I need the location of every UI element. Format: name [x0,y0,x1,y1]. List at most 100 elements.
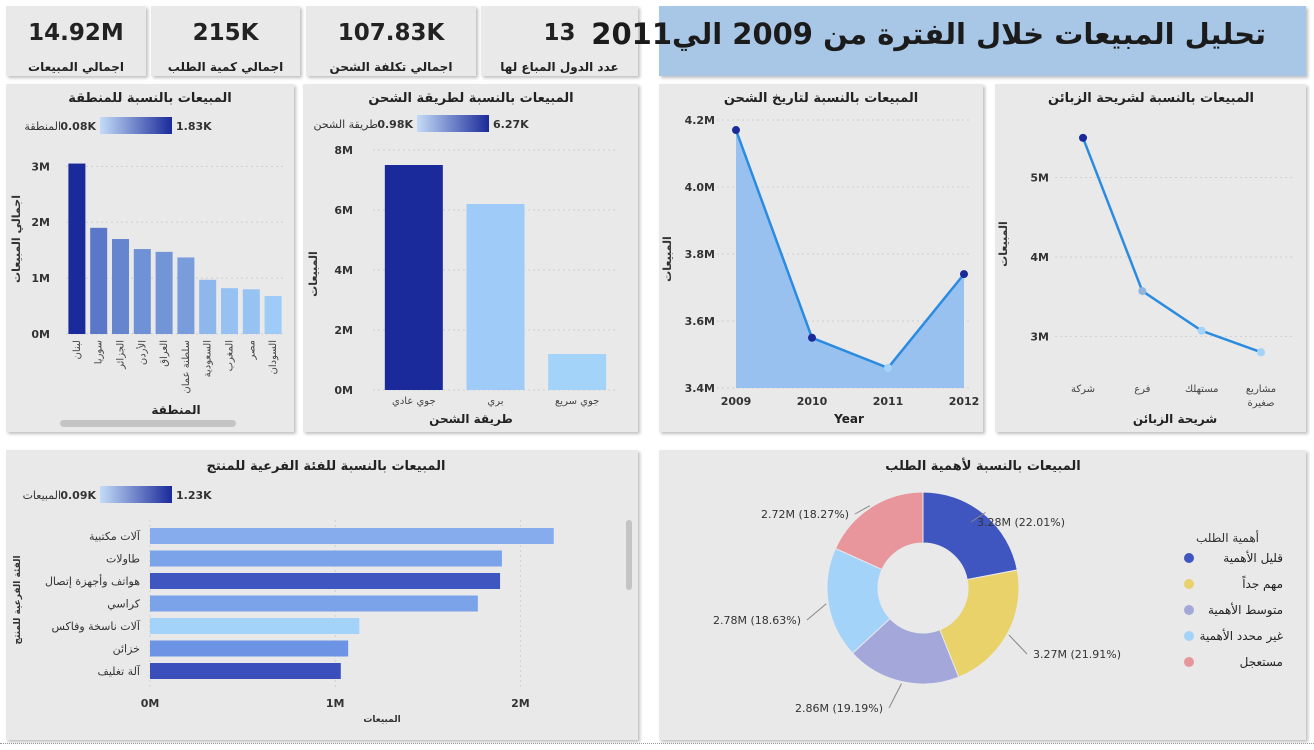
data-point [1138,287,1147,296]
ship-date-area-chart: المبيعات بالنسبة لتاريخ الشحن 3.4M 3.6M 3.8… [661,91,980,426]
data-point [960,270,968,279]
kpi-value: 215K [192,20,259,46]
panel-shipping-chart[interactable]: المبيعات بالنسبة لطريقة الشحن طريقة الشحن… [303,84,638,432]
bar [133,249,151,334]
vertical-scrollbar[interactable] [626,520,632,590]
panel-subcategory-chart[interactable]: المبيعات بالنسبة للفئة الفرعية للمنتج الم… [6,450,638,740]
bar [150,573,501,589]
bar [150,618,360,634]
x-tick-label: الجزائر [116,340,127,370]
chart-title: المبيعات بالنسبة لطريقة الشحن [368,91,573,106]
legend-item-label: غير محدد الأهمية [1200,628,1283,644]
legend-marker [1184,579,1194,589]
x-tick-label: بري [487,396,503,407]
y-tick-label: 8M [334,144,353,157]
y-axis-label: المبيعات [307,251,320,297]
panel-ship-date-chart[interactable]: المبيعات بالنسبة لتاريخ الشحن 3.4M 3.6M 3.8… [659,84,983,432]
kpi-label: اجمالي كمية الطلب [167,60,284,74]
area-fill [736,130,964,389]
bar [264,296,282,334]
donut-slice [834,491,924,571]
legend-min: 0.09K [60,489,96,502]
panel-priority-chart[interactable]: المبيعات بالنسبة لأهمية الطلب 3.28M (22.0… [659,450,1306,740]
kpi-label: اجمالي المبيعات [28,60,124,74]
bar [220,288,239,334]
kpi-card-total-sales: 14.92M اجمالي المبيعات [6,6,146,76]
slice-label: 2.72M (18.27%) [761,508,849,521]
slice-label: 3.28M (22.01%) [977,516,1065,529]
chart-title: المبيعات بالنسبة لأهمية الطلب [885,457,1081,474]
legend-marker [1184,605,1194,615]
bar [548,354,607,390]
data-point [1079,133,1087,142]
x-tick-label: لبنان [72,340,83,359]
x-tick-label: فرع [1134,384,1150,395]
legend-label: طريقة الشحن [313,118,378,131]
dashboard-title: تحليل المبيعات خلال الفترة من 2009 الي20… [591,17,1266,51]
x-tick-label: جوي سريع [555,396,599,407]
bar [242,289,260,334]
y-axis-label: اجمالي المبيعات [10,195,23,283]
y-tick-label: خزائن [113,643,140,656]
y-tick-label: 5M [1030,172,1049,185]
bar [150,663,341,679]
y-axis-label: المبيعات [997,221,1010,267]
x-axis-label: المبيعات [363,715,400,725]
leader-line [806,603,827,621]
y-tick-label: 3M [1030,330,1049,343]
legend-label: المبيعات [23,489,61,502]
y-tick-label: 0M [31,328,50,341]
subcategory-bar-chart: المبيعات بالنسبة للفئة الفرعية للمنتج الم… [13,459,554,725]
x-tick-label: 2012 [949,395,980,408]
x-tick-label: سلطنة عمان [181,340,192,394]
panel-region-chart[interactable]: المبيعات بالنسبة للمنطقة المنطقة 0.08K 1.83… [6,84,294,432]
legend-max: 6.27K [493,118,529,131]
y-tick-label: 1M [31,272,50,285]
kpi-label: عدد الدول المباع لها [500,60,619,74]
page-bottom-border [0,743,1314,744]
kpi-value: 13 [543,20,576,46]
kpi-value: 107.83K [337,20,445,46]
y-tick-label: 4M [1030,251,1049,264]
y-tick-label: آلات مكتبية [89,529,141,543]
x-tick-label: مستهلك [1185,384,1219,395]
data-point [732,126,740,135]
x-tick-label: سوريا [94,340,105,364]
slice-label: 2.86M (19.19%) [795,702,883,715]
x-tick-label: 2M [511,697,530,710]
kpi-card-countries: 13 عدد الدول المباع لها [481,6,638,76]
legend-max: 1.83K [176,120,212,133]
leader-line [1008,634,1028,655]
dashboard-title-banner: تحليل المبيعات خلال الفترة من 2009 الي20… [591,6,1306,76]
data-point [808,333,816,342]
bar [90,227,108,334]
chart-title: المبيعات بالنسبة لشريحة الزبائن [1048,91,1254,106]
y-tick-label: 3.6M [685,315,715,328]
kpi-card-shipping-cost: 107.83K اجمالي تكلفة الشحن [306,6,476,76]
x-tick-label: السعودية [203,340,214,377]
series-line [734,129,965,370]
bar [155,251,173,334]
x-tick-label: السودان [268,340,279,375]
y-tick-label: 3M [31,160,50,173]
x-tick-label: 2011 [873,395,904,408]
x-tick-label: 0M [141,697,160,710]
chart-title: المبيعات بالنسبة للفئة الفرعية للمنتج [207,459,446,474]
bar [150,640,349,657]
y-tick-label: كراسي [107,598,141,611]
legend-gradient-bar [100,486,172,503]
horizontal-scrollbar[interactable] [60,420,236,427]
x-tick-label: شركة [1071,384,1095,395]
y-tick-label: طاولات [106,553,140,566]
panel-segment-chart[interactable]: المبيعات بالنسبة لشريحة الزبائن 3M 4M 5M الم… [995,84,1306,432]
bar [177,257,195,334]
y-tick-label: 3.8M [685,248,715,261]
legend-label: المنطقة [24,120,61,133]
legend-item-label: مستعجل [1240,655,1283,669]
bar [150,595,478,612]
x-axis-label: شريحة الزبائن [1133,412,1217,426]
legend-marker [1184,631,1194,641]
bar [384,165,443,390]
y-tick-label: 2M [31,216,50,229]
bar [150,528,554,544]
